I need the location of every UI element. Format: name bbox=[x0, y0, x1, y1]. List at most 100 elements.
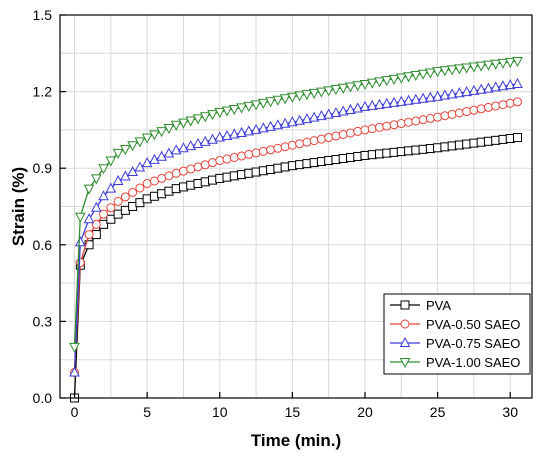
data-point bbox=[512, 97, 522, 107]
data-point bbox=[193, 162, 203, 172]
ticks: 0 5 10 15 20 25 30 0.0 0.3 0.6 0.9 1.2 1.5 bbox=[33, 7, 519, 420]
data-point bbox=[250, 100, 262, 111]
legend-swatch-marker bbox=[399, 358, 411, 369]
data-point bbox=[388, 74, 400, 85]
x-tick-label: 0 bbox=[71, 404, 79, 420]
data-point bbox=[367, 124, 377, 134]
data-point bbox=[294, 114, 305, 125]
data-point bbox=[389, 120, 399, 130]
data-point bbox=[134, 137, 146, 148]
data-point bbox=[287, 140, 297, 150]
y-tick-label: 1.2 bbox=[33, 84, 53, 100]
data-point bbox=[468, 62, 480, 73]
data-point bbox=[403, 72, 414, 83]
data-point bbox=[229, 152, 239, 162]
data-point bbox=[366, 78, 378, 89]
series-2 bbox=[70, 97, 522, 377]
data-point bbox=[403, 94, 414, 105]
data-point bbox=[433, 112, 443, 122]
data-point bbox=[199, 112, 211, 123]
data-point bbox=[120, 192, 130, 202]
data-point bbox=[396, 119, 406, 129]
data-point bbox=[316, 110, 327, 121]
data-point bbox=[316, 87, 327, 98]
data-point bbox=[163, 147, 175, 158]
data-point bbox=[295, 139, 305, 149]
data-point bbox=[476, 104, 486, 114]
data-point bbox=[171, 168, 181, 178]
data-point bbox=[504, 57, 516, 68]
data-point bbox=[135, 183, 145, 193]
data-point bbox=[185, 116, 197, 127]
data-point bbox=[425, 68, 436, 79]
y-tick-label: 0.6 bbox=[33, 237, 53, 253]
data-point bbox=[294, 91, 305, 102]
data-point bbox=[382, 121, 392, 131]
data-point bbox=[243, 101, 255, 112]
data-point bbox=[266, 145, 276, 155]
data-point bbox=[228, 128, 240, 139]
data-point bbox=[287, 116, 298, 127]
data-point bbox=[388, 96, 400, 107]
data-point bbox=[98, 164, 109, 175]
data-point bbox=[404, 117, 414, 127]
data-point bbox=[192, 114, 204, 125]
data-point bbox=[141, 157, 153, 168]
data-point bbox=[272, 95, 284, 106]
y-tick-label: 1.5 bbox=[33, 7, 53, 23]
data-point bbox=[243, 125, 255, 136]
data-point bbox=[439, 66, 451, 77]
data-point bbox=[352, 102, 364, 113]
data-point bbox=[128, 187, 138, 197]
data-point bbox=[279, 117, 291, 128]
series-4 bbox=[69, 56, 523, 354]
x-tick-label: 5 bbox=[143, 404, 151, 420]
data-point bbox=[337, 105, 349, 116]
data-point bbox=[257, 122, 269, 133]
data-point bbox=[308, 88, 320, 99]
x-tick-label: 20 bbox=[357, 404, 373, 420]
data-point bbox=[258, 146, 268, 156]
data-point bbox=[381, 97, 393, 108]
data-point bbox=[497, 58, 509, 69]
data-point bbox=[512, 133, 522, 143]
data-point bbox=[215, 156, 225, 166]
data-point bbox=[417, 69, 429, 80]
data-point bbox=[512, 77, 523, 88]
data-point bbox=[490, 81, 502, 92]
data-point bbox=[475, 83, 487, 94]
data-point bbox=[504, 79, 516, 90]
data-point bbox=[84, 230, 94, 240]
data-point bbox=[345, 82, 356, 93]
data-point bbox=[360, 125, 370, 135]
data-point bbox=[279, 94, 291, 105]
data-point bbox=[170, 120, 182, 131]
data-point bbox=[236, 126, 247, 137]
data-point bbox=[432, 90, 443, 101]
data-point bbox=[105, 156, 117, 167]
data-point bbox=[83, 213, 95, 224]
data-point bbox=[483, 60, 494, 71]
data-point bbox=[454, 87, 465, 98]
data-point bbox=[395, 73, 407, 84]
data-point bbox=[331, 131, 341, 141]
legend-swatch-marker bbox=[400, 300, 410, 310]
data-point bbox=[257, 98, 269, 109]
x-tick-label: 30 bbox=[502, 404, 518, 420]
data-point bbox=[410, 93, 422, 104]
legend-label: PVA-0.50 SAEO bbox=[426, 317, 520, 332]
data-point bbox=[512, 56, 523, 68]
data-point bbox=[222, 154, 232, 164]
y-axis-title: Strain (%) bbox=[9, 167, 28, 246]
data-point bbox=[141, 133, 153, 144]
data-point bbox=[120, 145, 131, 156]
data-point bbox=[491, 101, 501, 111]
data-point bbox=[84, 240, 94, 250]
x-tick-label: 10 bbox=[212, 404, 228, 420]
data-point bbox=[112, 148, 124, 159]
data-point bbox=[236, 103, 247, 114]
data-point bbox=[418, 115, 428, 125]
data-point bbox=[214, 108, 226, 119]
data-point bbox=[490, 59, 502, 70]
